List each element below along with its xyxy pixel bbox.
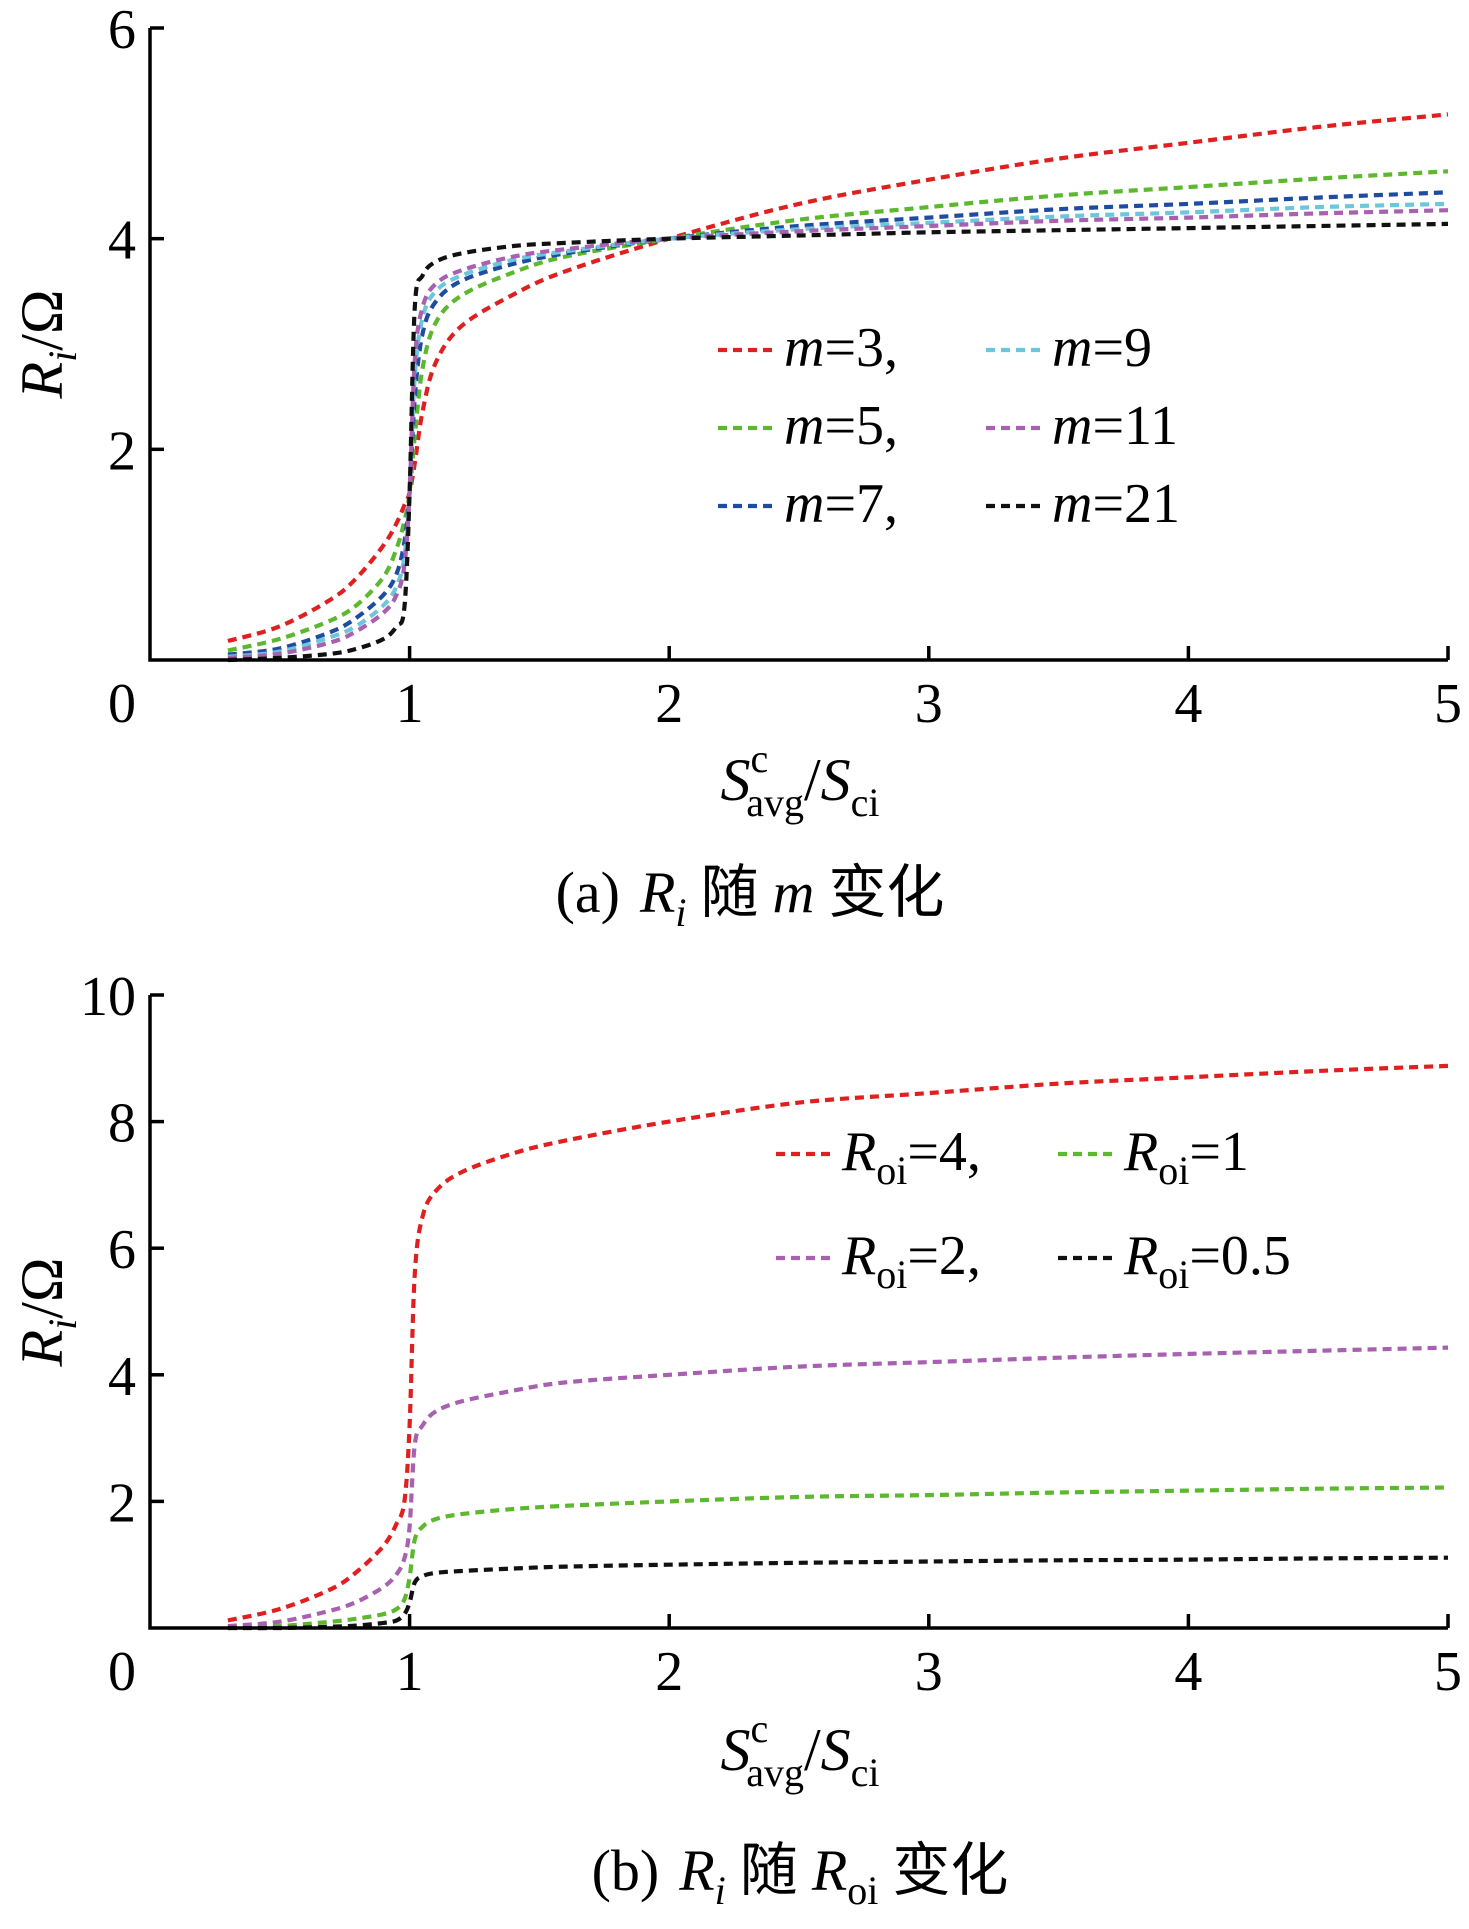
series-layer-b: [227, 1063, 1449, 1631]
y-tick-label-b-4: 10: [80, 966, 136, 1028]
series-line-b-3: [227, 1555, 1449, 1631]
legend-label-b-0: Roi=4,: [841, 1121, 981, 1193]
legend-label-a-2: m=7,: [784, 473, 898, 535]
series-line-b-1: [227, 1485, 1449, 1631]
ticks-a: 0 1 2 3 4 5 2 4 6: [108, 0, 1462, 735]
y-tick-label-b-2: 6: [108, 1219, 136, 1281]
series-line-a-2: [227, 190, 1449, 657]
series-line-a-5: [227, 221, 1449, 663]
series-line-a-3: [227, 201, 1449, 659]
x-tick-label-a-1: 1: [396, 673, 424, 735]
legend-label-a-5: m=21: [1052, 473, 1180, 535]
axes-frame-b: [148, 995, 1448, 1630]
chart-panel-a: 0 1 2 3 4 5 2 4 6 m=3, m=9 m=5, m=11 m=7, m=21 Ri/Ω S…: [9, 0, 1462, 935]
y-tick-label-a-2: 6: [108, 0, 136, 61]
x-tick-label-b-2: 2: [655, 1641, 683, 1703]
y-tick-label-a-0: 2: [108, 420, 136, 482]
x-tick-label-a-4: 4: [1174, 673, 1202, 735]
x-tick-label-b-4: 4: [1174, 1641, 1202, 1703]
legend-label-a-0: m=3,: [784, 317, 898, 379]
x-tick-label-b-3: 3: [915, 1641, 943, 1703]
y-axis-label-b: Ri/Ω: [9, 1257, 85, 1367]
y-tick-label-b-3: 8: [108, 1093, 136, 1155]
series-line-a-0: [227, 112, 1449, 644]
legend-label-a-4: m=11: [1052, 395, 1178, 457]
series-layer-a: [227, 112, 1449, 663]
y-tick-label-b-1: 4: [108, 1346, 136, 1408]
y-axis-label-a: Ri/Ω: [9, 289, 85, 399]
legend-label-b-2: Roi=2,: [841, 1225, 981, 1297]
ticks-b: 0 1 2 3 4 5 2 4 6 8 10: [80, 966, 1462, 1703]
series-line-b-2: [227, 1345, 1449, 1629]
legend-label-b-1: Roi=1: [1123, 1121, 1249, 1193]
x-tick-label-a-0: 0: [108, 673, 136, 735]
x-tick-label-b-0: 0: [108, 1641, 136, 1703]
legend-label-a-3: m=9: [1052, 317, 1152, 379]
legend-b: Roi=4, Roi=1 Roi=2, Roi=0.5: [776, 1121, 1291, 1297]
series-line-a-1: [227, 169, 1449, 653]
legend-a: m=3, m=9 m=5, m=11 m=7, m=21: [718, 317, 1180, 535]
x-tick-label-b-1: 1: [396, 1641, 424, 1703]
x-tick-label-b-5: 5: [1434, 1641, 1462, 1703]
legend-label-b-3: Roi=0.5: [1123, 1225, 1291, 1297]
x-tick-label-a-3: 3: [915, 673, 943, 735]
caption-b: (b) Ri 随 Roi 变化: [592, 1838, 1009, 1913]
x-tick-label-a-5: 5: [1434, 673, 1462, 735]
chart-panel-b: 0 1 2 3 4 5 2 4 6 8 10 Roi=4, Roi=1 Roi=2, Roi=0.5 Ri…: [9, 966, 1462, 1913]
caption-a: (a) Ri 随 m 变化: [556, 860, 945, 935]
series-line-b-0: [227, 1063, 1449, 1623]
x-axis-label-b: Sc avg/Sci: [720, 1706, 879, 1795]
y-tick-label-a-1: 4: [108, 210, 136, 272]
x-tick-label-a-2: 2: [655, 673, 683, 735]
series-line-a-4: [227, 208, 1449, 660]
x-axis-label-a: Sc avg/Sci: [720, 736, 879, 825]
legend-label-a-1: m=5,: [784, 395, 898, 457]
y-tick-label-b-0: 2: [108, 1472, 136, 1534]
